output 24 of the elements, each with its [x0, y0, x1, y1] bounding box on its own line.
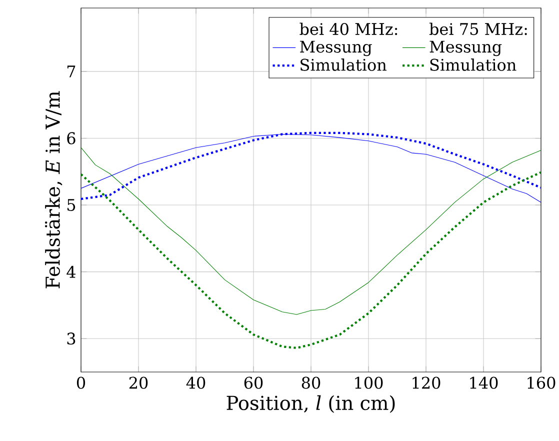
x-tick-label: 140: [470, 376, 498, 389]
y-tick-label: 3: [67, 332, 76, 345]
x-tick-label: 160: [528, 376, 556, 389]
line-series: [81, 171, 541, 350]
x-tick-label: 100: [355, 376, 383, 389]
x-tick-label: 40: [186, 376, 206, 389]
y-axis-title: Feldstärke, E in V/m: [44, 91, 62, 288]
legend-label: Simulation: [430, 58, 516, 71]
legend-label: Simulation: [300, 58, 386, 71]
text: bei 40 MHz:: [300, 22, 398, 36]
x-tick-label: 120: [412, 376, 440, 389]
x-tick-label: 60: [244, 376, 263, 389]
text: bei 75 MHz:: [429, 22, 527, 36]
line-series: [81, 147, 541, 315]
x-tick-label: 20: [129, 376, 148, 389]
y-tick-label: 5: [67, 199, 76, 211]
legend-label: Messung: [300, 40, 372, 56]
legend-label: Messung: [430, 40, 502, 56]
x-tick-label: 0: [76, 376, 86, 389]
y-tick-label: 4: [66, 266, 76, 278]
y-tick-label: 7: [67, 66, 76, 78]
y-tick-label: 6: [67, 132, 76, 144]
x-axis-title: Position, l (in cm): [226, 395, 395, 413]
x-tick-label: 80: [302, 376, 320, 389]
